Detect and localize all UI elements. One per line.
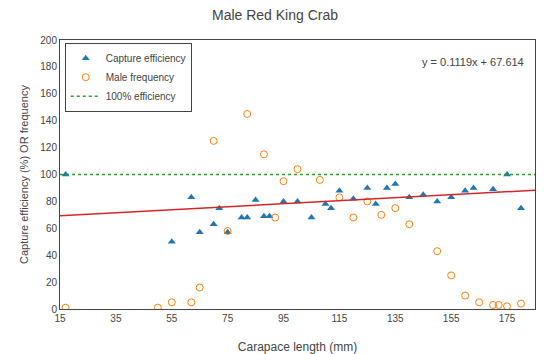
svg-text:175: 175 [499, 313, 516, 324]
svg-text:35: 35 [110, 313, 122, 324]
svg-text:120: 120 [40, 142, 57, 153]
svg-text:y = 0.1119x + 67.614: y = 0.1119x + 67.614 [422, 56, 524, 68]
svg-text:75: 75 [222, 313, 234, 324]
svg-text:Capture efficiency: Capture efficiency [106, 53, 186, 64]
svg-text:Carapace length (mm): Carapace length (mm) [238, 340, 357, 354]
svg-text:95: 95 [278, 313, 290, 324]
svg-text:180: 180 [40, 61, 57, 72]
svg-text:55: 55 [166, 313, 178, 324]
svg-text:60: 60 [46, 223, 58, 234]
svg-text:115: 115 [331, 313, 347, 324]
svg-text:20: 20 [46, 277, 58, 288]
svg-text:80: 80 [46, 196, 58, 207]
svg-text:0: 0 [51, 304, 57, 315]
svg-text:Capture efficiency (%) OR freq: Capture efficiency (%) OR frequency [18, 85, 30, 264]
svg-text:100: 100 [40, 169, 57, 180]
svg-text:200: 200 [40, 35, 57, 46]
svg-text:155: 155 [443, 313, 460, 324]
svg-text:15: 15 [54, 313, 66, 324]
svg-text:40: 40 [46, 250, 58, 261]
svg-text:Male Red King Crab: Male Red King Crab [212, 7, 338, 23]
svg-text:135: 135 [387, 313, 404, 324]
svg-text:Male frequency: Male frequency [106, 72, 174, 83]
svg-text:160: 160 [40, 88, 57, 99]
svg-text:140: 140 [40, 115, 57, 126]
svg-text:100% efficiency: 100% efficiency [106, 91, 176, 102]
